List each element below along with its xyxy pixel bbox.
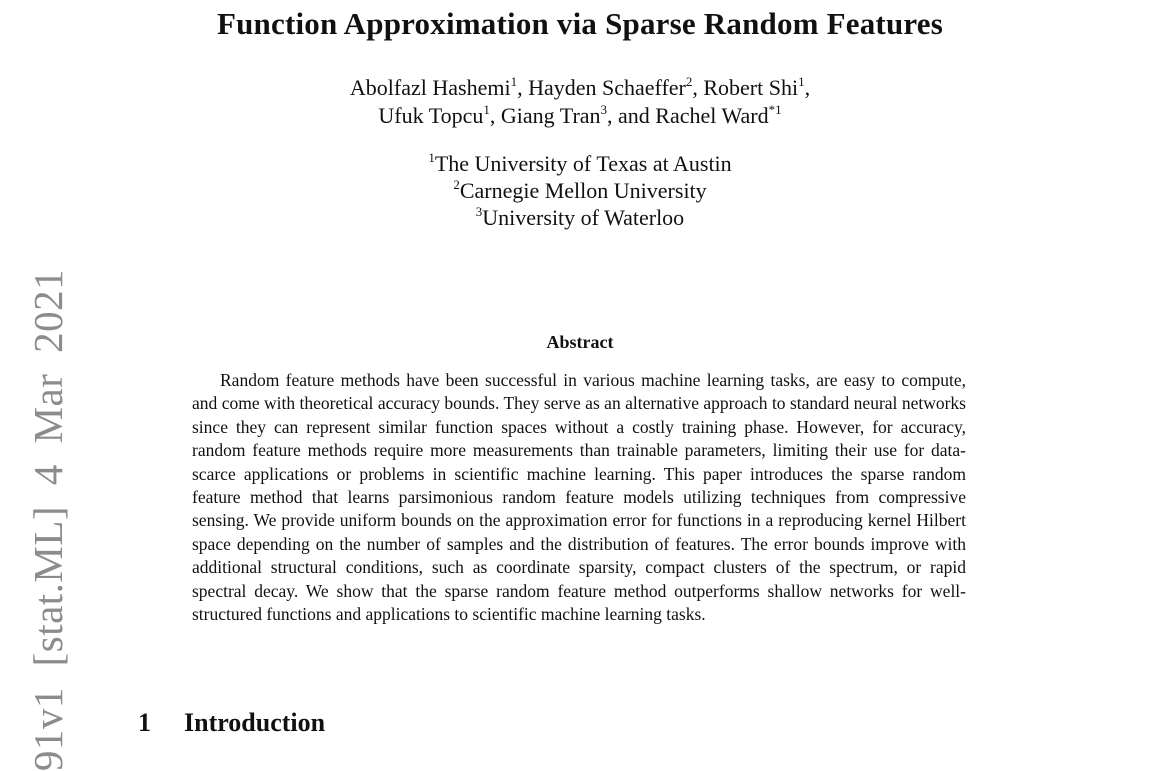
author-name: Rachel Ward <box>655 103 769 128</box>
author-name: Giang Tran <box>500 103 601 128</box>
author-affiliation-mark: 1 <box>798 74 805 89</box>
affiliation-list: 1The University of Texas at Austin 2Carn… <box>0 150 1160 231</box>
author-affiliation-mark: 1 <box>483 102 490 117</box>
affiliation-item: 2Carnegie Mellon University <box>0 177 1160 204</box>
affiliation-mark: 3 <box>475 204 483 219</box>
author-affiliation-mark: 3 <box>600 102 608 117</box>
author-line-1: Abolfazl Hashemi1, Hayden Schaeffer2, Ro… <box>0 74 1160 102</box>
author-name: Hayden Schaeffer <box>528 75 686 100</box>
paper-title: Function Approximation via Sparse Random… <box>216 6 944 41</box>
author-name: Robert Shi <box>703 75 799 100</box>
affiliation-mark: 1 <box>428 150 435 165</box>
author-name: Abolfazl Hashemi <box>349 75 511 100</box>
affiliation-item: 3University of Waterloo <box>0 204 1160 231</box>
arxiv-stamp-text: 91v1 [stat.ML] 4 Mar 2021 <box>25 268 71 771</box>
affiliation-name: University of Waterloo <box>482 205 685 230</box>
author-separator: , <box>692 75 704 100</box>
section-title: Introduction <box>184 708 326 737</box>
author-list: Abolfazl Hashemi1, Hayden Schaeffer2, Ro… <box>0 74 1160 130</box>
author-separator: , and <box>607 103 656 128</box>
author-affiliation-mark: 2 <box>685 74 693 89</box>
section-number: 1 <box>138 708 151 737</box>
author-separator: , <box>517 75 529 100</box>
author-affiliation-mark: *1 <box>768 102 782 117</box>
author-separator: , <box>804 75 811 100</box>
affiliation-mark: 2 <box>453 177 460 192</box>
author-line-2: Ufuk Topcu1, Giang Tran3, and Rachel War… <box>0 102 1160 130</box>
author-name: Ufuk Topcu <box>378 103 484 128</box>
author-affiliation-mark: 1 <box>510 74 518 89</box>
author-separator: , <box>489 103 501 128</box>
abstract-text: Random feature methods have been success… <box>192 370 966 625</box>
affiliation-name: The University of Texas at Austin <box>434 151 732 176</box>
abstract-heading: Abstract <box>546 332 614 352</box>
affiliation-name: Carnegie Mellon University <box>459 178 707 203</box>
affiliation-item: 1The University of Texas at Austin <box>0 150 1160 177</box>
section-heading: 1 Introduction <box>138 708 325 738</box>
